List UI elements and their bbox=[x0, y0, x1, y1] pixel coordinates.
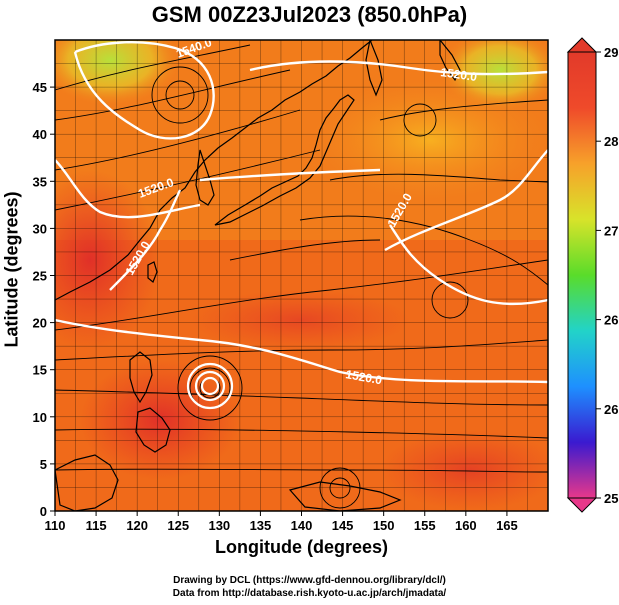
contour-1520-ring-inner bbox=[199, 168, 381, 182]
geopotential-contours bbox=[55, 41, 548, 410]
drawing-credit: Drawing by DCL (https://www.gfd-dennou.o… bbox=[173, 575, 446, 586]
y-tick-label: 0 bbox=[40, 504, 47, 519]
colorbar-tick-label: 269 bbox=[604, 313, 619, 328]
y-tick-label: 20 bbox=[33, 316, 47, 331]
cool-spot-northwest bbox=[55, 40, 180, 105]
streamlines bbox=[55, 44, 548, 509]
y-tick-label: 25 bbox=[33, 269, 47, 284]
colorbar-bottom-arrow bbox=[566, 497, 598, 513]
colorbar-tick-label: 261 bbox=[604, 402, 619, 417]
streamline bbox=[55, 428, 548, 439]
coastlines bbox=[55, 40, 461, 511]
x-tick-label: 165 bbox=[496, 518, 518, 533]
contour-1520-pacific bbox=[389, 224, 548, 306]
y-axis-ticks: 0 5 10 15 20 25 30 35 40 45 bbox=[33, 80, 55, 519]
contour-1520-north bbox=[249, 60, 548, 76]
y-tick-label: 15 bbox=[33, 363, 47, 378]
warm-region-philippines bbox=[80, 360, 240, 480]
contour-1520-east bbox=[384, 149, 548, 252]
x-tick-label: 150 bbox=[373, 518, 395, 533]
warm-band-subtropics bbox=[190, 290, 410, 350]
y-tick-label: 5 bbox=[40, 457, 47, 472]
y-tick-label: 35 bbox=[33, 174, 47, 189]
streamline bbox=[55, 259, 548, 331]
x-tick-label: 135 bbox=[250, 518, 272, 533]
data-credit: Data from http://database.rish.kyoto-u.a… bbox=[172, 588, 447, 599]
colorbar-tick-label: 277 bbox=[604, 223, 619, 238]
contour-1540-northwest bbox=[73, 41, 215, 140]
vortex-ring bbox=[403, 103, 437, 137]
streamline bbox=[329, 173, 548, 183]
streamline bbox=[55, 468, 548, 473]
vortex-ring bbox=[329, 477, 351, 499]
coastline-new-guinea bbox=[288, 481, 402, 511]
contour-1520-coast bbox=[109, 189, 182, 291]
coastline-taiwan bbox=[147, 261, 158, 283]
colorbar-ticks: 293 285 277 269 261 253 bbox=[596, 45, 619, 506]
x-tick-label: 115 bbox=[86, 518, 107, 533]
colorbar-tick-label: 293 bbox=[604, 45, 619, 60]
colorbar-tick-label: 285 bbox=[604, 134, 619, 149]
contour-typhoon bbox=[194, 370, 226, 402]
x-axis-label: Longitude (degrees) bbox=[214, 537, 388, 557]
contour-1520-tropical bbox=[55, 318, 548, 384]
contour-label: 1520.0 bbox=[344, 367, 383, 387]
colorbar: 293 285 277 269 261 253 bbox=[566, 37, 619, 513]
y-axis-label: Latitude (degrees) bbox=[1, 191, 22, 348]
streamline bbox=[299, 215, 548, 286]
streamline bbox=[55, 389, 548, 406]
x-tick-label: 160 bbox=[455, 518, 477, 533]
x-tick-label: 155 bbox=[414, 518, 436, 533]
contour-label: 1520.0 bbox=[440, 65, 479, 84]
vortex-ring bbox=[319, 467, 361, 509]
x-tick-label: 125 bbox=[167, 518, 189, 533]
x-tick-label: 145 bbox=[332, 518, 354, 533]
y-tick-label: 10 bbox=[33, 410, 47, 425]
vortex-anticyclone-ring bbox=[165, 80, 195, 110]
colorbar-tick-label: 253 bbox=[604, 491, 619, 506]
lat-lon-grid bbox=[55, 40, 548, 511]
temperature-field bbox=[55, 40, 548, 511]
amber-region-pacific bbox=[310, 80, 548, 200]
streamline bbox=[55, 149, 321, 211]
vortex-ring bbox=[431, 281, 469, 319]
x-tick-label: 120 bbox=[126, 518, 148, 533]
warm-region-tropics bbox=[380, 430, 548, 510]
coastline-borneo bbox=[55, 454, 119, 511]
y-tick-label: 40 bbox=[33, 127, 47, 142]
x-tick-label: 110 bbox=[45, 518, 66, 533]
coastline-philippines-south bbox=[135, 407, 171, 453]
coastline-japan bbox=[214, 94, 355, 226]
y-tick-label: 45 bbox=[33, 80, 47, 95]
colorbar-body bbox=[567, 51, 597, 499]
coastline-kamchatka bbox=[439, 40, 461, 82]
y-tick-label: 30 bbox=[33, 221, 47, 236]
streamline bbox=[55, 109, 301, 171]
streamline bbox=[229, 239, 381, 261]
streamline bbox=[55, 44, 251, 91]
map-title: GSM 00Z23Jul2023 (850.0hPa) bbox=[151, 2, 468, 27]
streamline bbox=[55, 339, 548, 361]
coastline-asia bbox=[55, 40, 373, 301]
contour-typhoon bbox=[200, 376, 220, 396]
streamline bbox=[379, 99, 548, 121]
coastline-luzon bbox=[129, 351, 153, 404]
colorbar-top-arrow bbox=[566, 37, 598, 53]
coastline-korea bbox=[195, 149, 215, 206]
contour-typhoon bbox=[186, 362, 234, 410]
x-axis-ticks: 110 115 120 125 130 135 140 145 150 155 160 165 bbox=[45, 511, 518, 533]
vortex-cyclone-ring bbox=[177, 355, 243, 421]
contour-1520-west bbox=[55, 159, 201, 219]
warm-region-china bbox=[55, 170, 160, 350]
vortex-anticyclone-ring bbox=[151, 66, 209, 124]
x-tick-label: 140 bbox=[291, 518, 313, 533]
x-tick-label: 130 bbox=[208, 518, 230, 533]
coastline-sakhalin bbox=[365, 40, 383, 97]
